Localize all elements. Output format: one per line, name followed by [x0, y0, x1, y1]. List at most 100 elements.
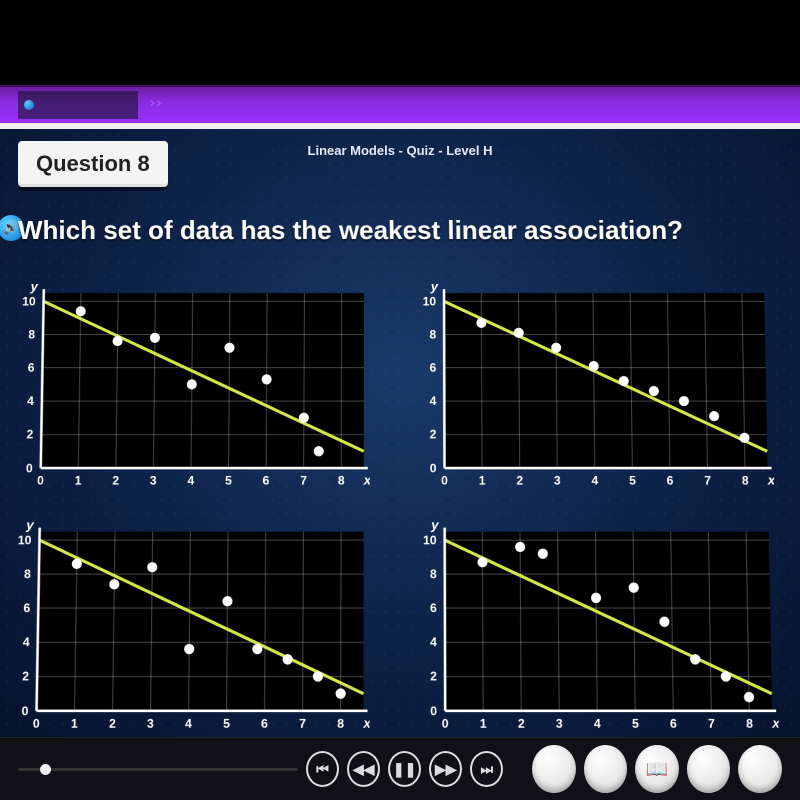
- progress-thumb[interactable]: [40, 764, 51, 775]
- svg-text:2: 2: [516, 473, 523, 487]
- svg-text:2: 2: [518, 716, 525, 731]
- svg-text:6: 6: [28, 361, 35, 375]
- tab-overflow-icon: ››: [150, 94, 163, 110]
- svg-text:3: 3: [150, 473, 157, 487]
- svg-text:6: 6: [263, 473, 270, 487]
- svg-text:0: 0: [26, 461, 33, 475]
- speaker-icon: 🔊: [3, 220, 19, 236]
- svg-text:y: y: [25, 517, 34, 532]
- svg-text:8: 8: [430, 567, 437, 581]
- toolbox-button-2[interactable]: [584, 745, 628, 793]
- svg-text:3: 3: [556, 716, 563, 731]
- pause-icon: ❚❚: [393, 761, 416, 778]
- svg-text:3: 3: [147, 716, 154, 731]
- answer-grid: 0123456780246810xy 0123456780246810xy 01…: [1, 279, 778, 736]
- svg-text:7: 7: [704, 473, 711, 487]
- svg-text:5: 5: [629, 473, 636, 487]
- skip-back-icon: ⏮: [316, 761, 329, 778]
- svg-text:5: 5: [225, 473, 232, 487]
- svg-text:7: 7: [300, 473, 307, 487]
- svg-text:6: 6: [430, 601, 437, 616]
- svg-text:6: 6: [670, 716, 677, 731]
- forward-button[interactable]: ▶▶: [429, 751, 462, 787]
- svg-text:x: x: [767, 472, 774, 487]
- answer-option-b[interactable]: 0 1 2 3 4 5 6 7 8 0 2 4 6 8 10 x y: [410, 279, 774, 493]
- app-title-bar: ››: [0, 85, 800, 123]
- svg-text:0: 0: [430, 461, 437, 475]
- svg-text:8: 8: [28, 327, 35, 341]
- svg-text:x: x: [771, 715, 779, 731]
- breadcrumb: Linear Models - Quiz - Level H: [308, 143, 493, 158]
- question-number-badge: Question 8: [18, 141, 168, 187]
- svg-text:4: 4: [187, 473, 194, 487]
- svg-text:10: 10: [18, 533, 32, 547]
- svg-text:4: 4: [185, 716, 192, 731]
- answer-option-d[interactable]: 0123456780246810xy: [410, 517, 778, 736]
- svg-text:10: 10: [423, 294, 437, 308]
- svg-text:4: 4: [430, 635, 437, 650]
- svg-text:1: 1: [71, 716, 78, 731]
- svg-text:3: 3: [554, 473, 561, 487]
- answer-option-a[interactable]: 0 1 2 3 4 5 6 7 8 0 2 4 6 8 10 x y: [6, 279, 370, 493]
- svg-text:8: 8: [746, 716, 753, 731]
- svg-text:4: 4: [23, 635, 30, 650]
- svg-text:0: 0: [441, 473, 448, 487]
- toolbox-button-4[interactable]: [687, 745, 731, 793]
- browser-tab[interactable]: [18, 91, 138, 119]
- progress-track[interactable]: [18, 768, 298, 771]
- svg-text:7: 7: [299, 716, 306, 731]
- svg-text:4: 4: [594, 716, 601, 731]
- svg-text:2: 2: [112, 473, 119, 487]
- svg-text:4: 4: [27, 394, 34, 408]
- toolbox-button-5[interactable]: [738, 745, 782, 793]
- svg-text:8: 8: [24, 567, 31, 581]
- svg-text:6: 6: [667, 473, 674, 487]
- monitor-bezel-top: [0, 0, 800, 85]
- svg-text:0: 0: [37, 473, 44, 487]
- svg-text:y: y: [430, 279, 439, 294]
- svg-text:10: 10: [423, 533, 437, 547]
- svg-text:y: y: [430, 517, 439, 532]
- svg-text:x: x: [362, 715, 369, 731]
- answer-option-c[interactable]: 0123456780246810xy: [1, 517, 369, 736]
- svg-text:y: y: [30, 279, 39, 294]
- rewind-icon: ◀◀: [353, 761, 375, 778]
- svg-text:2: 2: [26, 427, 33, 441]
- rewind-button[interactable]: ◀◀: [347, 751, 380, 787]
- svg-text:1: 1: [479, 473, 486, 487]
- svg-text:8: 8: [338, 473, 345, 487]
- svg-text:6: 6: [23, 601, 30, 616]
- svg-text:0: 0: [430, 704, 437, 719]
- skip-fwd-icon: ⏭: [480, 761, 493, 778]
- svg-text:0: 0: [21, 704, 28, 719]
- svg-text:2: 2: [22, 669, 29, 684]
- next-chapter-button[interactable]: ⏭: [470, 751, 503, 787]
- screen: ›› Linear Models - Quiz - Level H Questi…: [0, 0, 800, 800]
- svg-text:8: 8: [429, 327, 436, 341]
- svg-text:0: 0: [442, 716, 449, 731]
- svg-text:x: x: [363, 472, 370, 487]
- svg-text:5: 5: [632, 716, 639, 731]
- quiz-content: Linear Models - Quiz - Level H Question …: [0, 129, 800, 737]
- svg-text:4: 4: [430, 394, 437, 408]
- svg-text:2: 2: [109, 716, 116, 731]
- svg-text:8: 8: [337, 716, 344, 731]
- svg-text:6: 6: [429, 361, 436, 375]
- svg-text:0: 0: [33, 716, 40, 731]
- svg-text:5: 5: [223, 716, 230, 731]
- toolbox-button-1[interactable]: [532, 745, 576, 793]
- play-pause-button[interactable]: ❚❚: [388, 751, 421, 787]
- media-control-bar: ⏮ ◀◀ ❚❚ ▶▶ ⏭ 📖: [0, 737, 800, 800]
- svg-text:7: 7: [708, 716, 715, 731]
- svg-text:1: 1: [480, 716, 487, 731]
- globe-icon: [24, 100, 34, 110]
- book-icon: 📖: [646, 759, 668, 780]
- svg-text:4: 4: [591, 473, 598, 487]
- glossary-button[interactable]: 📖: [635, 745, 679, 793]
- svg-text:8: 8: [742, 473, 749, 487]
- prev-chapter-button[interactable]: ⏮: [306, 751, 339, 787]
- forward-icon: ▶▶: [435, 761, 457, 778]
- svg-text:1: 1: [75, 473, 82, 487]
- svg-text:2: 2: [430, 427, 437, 441]
- svg-text:10: 10: [22, 294, 36, 308]
